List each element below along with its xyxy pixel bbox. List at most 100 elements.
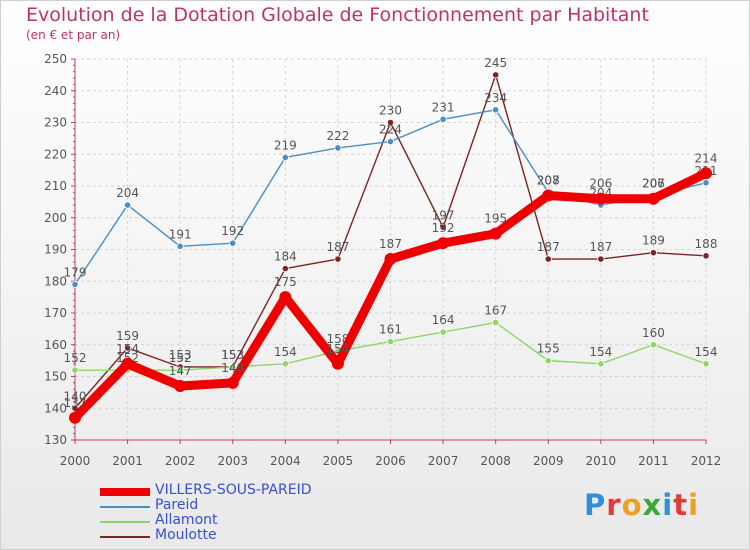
- data-point-allamont: [71, 366, 79, 374]
- data-point-villers-sous-pareid: [437, 237, 450, 250]
- data-point-allamont: [702, 360, 710, 368]
- data-point-villers-sous-pareid: [174, 380, 187, 393]
- x-tick-label: 2003: [217, 454, 248, 468]
- data-label-allamont: 153: [221, 348, 244, 362]
- proxiti-logo: Proxiti: [584, 488, 699, 522]
- data-point-villers-sous-pareid: [489, 227, 502, 240]
- data-label-moulotte: 230: [379, 104, 402, 118]
- data-label-villers-sous-pareid: 154: [326, 342, 349, 356]
- data-point-moulotte: [439, 223, 447, 231]
- logo-letter: o: [621, 488, 643, 522]
- data-label-villers-sous-pareid: 154: [116, 342, 139, 356]
- legend-item-moulotte: Moulotte: [100, 527, 360, 544]
- data-point-allamont: [229, 363, 237, 371]
- x-tick-label: 2005: [323, 454, 354, 468]
- data-point-moulotte: [649, 249, 658, 257]
- y-tick-label: 200: [44, 211, 67, 225]
- data-label-allamont: 155: [537, 342, 560, 356]
- data-label-allamont: 154: [274, 345, 297, 359]
- y-tick-label: 150: [44, 370, 67, 384]
- legend-swatch-allamont: [100, 521, 150, 523]
- data-point-pareid: [386, 137, 395, 146]
- data-label-moulotte: 159: [116, 329, 139, 343]
- data-label-allamont: 154: [695, 345, 718, 359]
- data-point-pareid: [281, 153, 289, 162]
- data-point-pareid: [71, 280, 79, 289]
- data-label-pareid: 219: [274, 138, 297, 152]
- logo-letter: i: [688, 488, 700, 522]
- y-tick-label: 220: [44, 147, 67, 161]
- data-label-pareid: 231: [432, 100, 455, 114]
- data-label-allamont: 167: [484, 304, 507, 318]
- data-point-villers-sous-pareid: [279, 291, 292, 304]
- y-tick-label: 210: [44, 179, 67, 193]
- logo-letter: i: [662, 488, 674, 522]
- x-tick-label: 2001: [112, 454, 143, 468]
- data-label-villers-sous-pareid: 187: [379, 237, 402, 251]
- legend-item-villers: VILLERS-SOUS-PAREID: [100, 482, 360, 499]
- data-label-villers-sous-pareid: 195: [484, 212, 507, 226]
- legend-item-allamont: Allamont: [100, 512, 360, 529]
- data-point-moulotte: [334, 255, 342, 263]
- x-tick-label: 2010: [586, 454, 617, 468]
- legend-swatch-moulotte: [100, 536, 150, 538]
- data-label-pareid: 222: [326, 129, 349, 143]
- x-tick-label: 2009: [533, 454, 564, 468]
- legend-label-moulotte: Moulotte: [155, 527, 217, 543]
- data-point-villers-sous-pareid: [542, 189, 555, 202]
- y-tick-label: 170: [44, 306, 67, 320]
- y-tick-label: 190: [44, 243, 67, 257]
- chart-subtitle: (en € et par an): [26, 28, 121, 42]
- data-label-villers-sous-pareid: 214: [695, 151, 718, 165]
- x-tick-label: 2002: [165, 454, 196, 468]
- data-label-moulotte: 197: [432, 208, 455, 222]
- data-point-villers-sous-pareid: [700, 167, 712, 180]
- data-point-moulotte: [597, 255, 605, 263]
- data-point-moulotte: [281, 264, 289, 273]
- x-tick-label: 2008: [480, 454, 511, 468]
- data-point-allamont: [544, 357, 552, 365]
- y-tick-label: 130: [44, 433, 67, 447]
- data-label-pareid: 208: [537, 173, 560, 187]
- data-label-moulotte: 140: [64, 389, 87, 403]
- legend-item-pareid: Pareid: [100, 497, 360, 514]
- data-point-moulotte: [492, 71, 500, 79]
- data-point-villers-sous-pareid: [331, 357, 344, 370]
- data-point-villers-sous-pareid: [594, 192, 607, 205]
- y-tick-label: 230: [44, 116, 67, 130]
- data-label-moulotte: 187: [326, 240, 349, 254]
- data-label-pareid: 204: [116, 186, 139, 200]
- data-point-moulotte: [702, 252, 710, 260]
- data-label-villers-sous-pareid: 207: [537, 174, 560, 188]
- data-label-villers-sous-pareid: 206: [642, 177, 665, 191]
- data-label-moulotte: 153: [169, 348, 192, 362]
- data-point-allamont: [597, 360, 605, 368]
- x-tick-label: 2000: [60, 454, 91, 468]
- logo-letter: t: [673, 488, 689, 522]
- data-label-allamont: 160: [642, 326, 665, 340]
- data-point-allamont: [492, 318, 500, 327]
- x-tick-label: 2004: [270, 454, 301, 468]
- x-tick-label: 2006: [375, 454, 406, 468]
- y-tick-label: 240: [44, 84, 67, 98]
- x-tick-label: 2007: [428, 454, 459, 468]
- data-label-moulotte: 187: [589, 240, 612, 254]
- data-point-villers-sous-pareid: [121, 357, 134, 370]
- data-label-moulotte: 188: [695, 237, 718, 251]
- data-point-pareid: [176, 242, 184, 250]
- data-label-villers-sous-pareid: 192: [432, 221, 455, 235]
- data-label-villers-sous-pareid: 137: [64, 396, 87, 410]
- y-tick-label: 140: [44, 401, 67, 415]
- legend-label-pareid: Pareid: [155, 497, 199, 513]
- x-tick-label: 2011: [638, 454, 669, 468]
- data-point-pareid: [702, 179, 710, 187]
- data-label-allamont: 152: [64, 351, 87, 365]
- legend-swatch-pareid: [100, 506, 150, 508]
- data-label-villers-sous-pareid: 148: [221, 361, 244, 375]
- data-point-moulotte: [123, 344, 132, 352]
- x-tick-label: 2012: [691, 454, 722, 468]
- data-point-allamont: [281, 360, 289, 368]
- data-label-villers-sous-pareid: 147: [169, 364, 192, 378]
